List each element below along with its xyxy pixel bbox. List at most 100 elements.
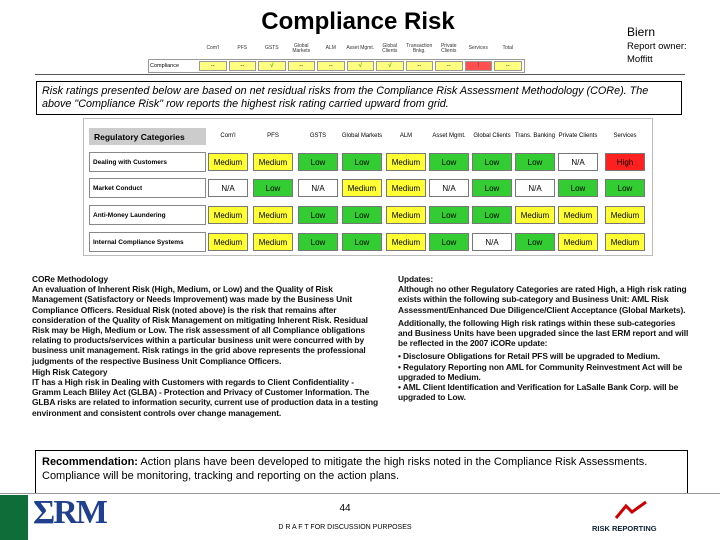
risk-rating: Low xyxy=(342,206,382,224)
summary-cell: ! xyxy=(464,61,492,71)
grid-column-label: Global Markets xyxy=(341,132,383,139)
risk-rating: N/A xyxy=(515,179,555,197)
summary-table: Com'l PFS GSTS Global Markets ALM Asset Mgmt.… xyxy=(0,0,720,80)
risk-rating: Low xyxy=(298,153,338,171)
summary-cell: -- xyxy=(287,61,315,71)
updates-bullet: • Regulatory Reporting non AML for Commu… xyxy=(398,361,683,382)
summary-row-label: Compliance xyxy=(150,63,180,69)
left-logo: ΣRM xyxy=(33,494,108,531)
risk-rating: Low xyxy=(605,179,645,197)
risk-rating: Medium xyxy=(386,206,426,224)
divider xyxy=(35,74,685,75)
risk-rating: N/A xyxy=(472,233,512,251)
summary-column-label: ALM xyxy=(325,45,336,52)
risk-rating: Medium xyxy=(558,206,598,224)
summary-cell: -- xyxy=(435,61,463,71)
summary-column-label: Asset Mgmt. xyxy=(346,45,375,52)
risk-rating: Low xyxy=(298,233,338,251)
grid-column-label: Global Clients xyxy=(473,132,511,139)
risk-grid: Regulatory Categories Com'l PFS GSTS Global … xyxy=(83,118,653,256)
risk-rating: Medium xyxy=(208,233,248,251)
intro-box: Risk ratings presented below are based o… xyxy=(36,81,682,115)
risk-rating: Low xyxy=(515,153,555,171)
risk-rating: Medium xyxy=(386,179,426,197)
summary-column-label: Com'l xyxy=(206,45,220,52)
logo-arrow xyxy=(614,500,647,519)
summary-column-label: PFS xyxy=(237,45,248,52)
risk-rating: Low xyxy=(558,179,598,197)
risk-rating: Medium xyxy=(386,153,426,171)
recommendation-box: Recommendation: Action plans have been d… xyxy=(35,450,688,494)
summary-cell: -- xyxy=(199,61,227,71)
recommendation-text: Action plans have been developed to miti… xyxy=(42,456,648,482)
right-logo-mark xyxy=(614,500,648,520)
summary-column-label: Private Clients xyxy=(440,42,457,54)
risk-rating: Medium xyxy=(208,206,248,224)
risk-rating: N/A xyxy=(429,179,469,197)
risk-rating: Medium xyxy=(208,153,248,171)
risk-rating: Medium xyxy=(253,233,293,251)
summary-column-label: Global Clients xyxy=(382,42,398,54)
risk-rating: N/A xyxy=(298,179,338,197)
summary-cell: √ xyxy=(258,61,286,71)
summary-cell: -- xyxy=(494,61,522,71)
right-logo: RISK REPORTING xyxy=(592,524,657,533)
grid-column-label: Com'l xyxy=(220,132,236,139)
high-risk-heading: High Risk Category xyxy=(32,366,108,377)
risk-rating: Low xyxy=(342,153,382,171)
summary-column-label: Transaction Bnkg. xyxy=(406,42,433,54)
grid-row-label: Market Conduct xyxy=(89,178,206,198)
risk-rating: N/A xyxy=(558,153,598,171)
grid-column-label: Trans. Banking xyxy=(514,132,556,139)
grid-column-label: GSTS xyxy=(309,132,327,139)
draft-note: D R A F T FOR DISCUSSION PURPOSES xyxy=(278,524,412,531)
updates-section: Updates: Although no other Regulatory Ca… xyxy=(398,274,690,402)
grid-row-label: Internal Compliance Systems xyxy=(89,232,206,252)
summary-column-label: Total xyxy=(502,45,514,52)
summary-cell: -- xyxy=(405,61,433,71)
author-name: Biern xyxy=(627,25,656,39)
summary-column-label: GSTS xyxy=(264,45,279,52)
grid-column-label: Asset Mgmt. xyxy=(432,132,466,139)
risk-rating: Low xyxy=(472,153,512,171)
risk-rating: Low xyxy=(342,233,382,251)
summary-cell: -- xyxy=(228,61,256,71)
updates-bullet: • Disclosure Obligations for Retail PFS … xyxy=(398,351,660,362)
slide-title: Compliance Risk xyxy=(261,8,455,35)
grid-column-label: Services xyxy=(613,132,637,139)
methodology-heading: CORe Methodology xyxy=(32,274,109,284)
recommendation-label: Recommendation: xyxy=(42,456,138,468)
risk-rating: Low xyxy=(253,179,293,197)
risk-rating: High xyxy=(605,153,645,171)
summary-column-label: Global Markets xyxy=(292,42,311,54)
grid-column-label: PFS xyxy=(267,132,279,139)
risk-rating: Low xyxy=(298,206,338,224)
logo-icon xyxy=(614,500,647,519)
methodology-section: CORe Methodology An evaluation of Inhere… xyxy=(32,274,378,418)
summary-cell: √ xyxy=(376,61,404,71)
risk-rating: Low xyxy=(429,153,469,171)
risk-rating: Medium xyxy=(515,206,555,224)
risk-rating: Medium xyxy=(253,206,293,224)
grid-corner: Regulatory Categories xyxy=(89,128,206,145)
risk-rating: N/A xyxy=(208,179,248,197)
summary-cell: √ xyxy=(346,61,374,71)
risk-rating: Medium xyxy=(605,206,645,224)
grid-column-label: Private Clients xyxy=(558,132,598,139)
grid-row-label: Dealing with Customers xyxy=(89,152,206,172)
risk-rating: Medium xyxy=(386,233,426,251)
risk-rating: Medium xyxy=(558,233,598,251)
grid-column-label: ALM xyxy=(399,132,413,139)
grid-row-label: Anti-Money Laundering xyxy=(89,205,206,225)
risk-rating: Low xyxy=(515,233,555,251)
page-number: 44 xyxy=(339,503,351,514)
logo-bar xyxy=(0,495,28,540)
updates-heading: Updates: xyxy=(398,274,434,284)
summary-cell: -- xyxy=(317,61,345,71)
report-owner: Report owner: Moffitt xyxy=(627,41,687,65)
risk-rating: Medium xyxy=(605,233,645,251)
risk-rating: Low xyxy=(472,206,512,224)
risk-rating: Low xyxy=(429,233,469,251)
updates-paragraph: Additionally, the following High risk ra… xyxy=(398,317,689,349)
